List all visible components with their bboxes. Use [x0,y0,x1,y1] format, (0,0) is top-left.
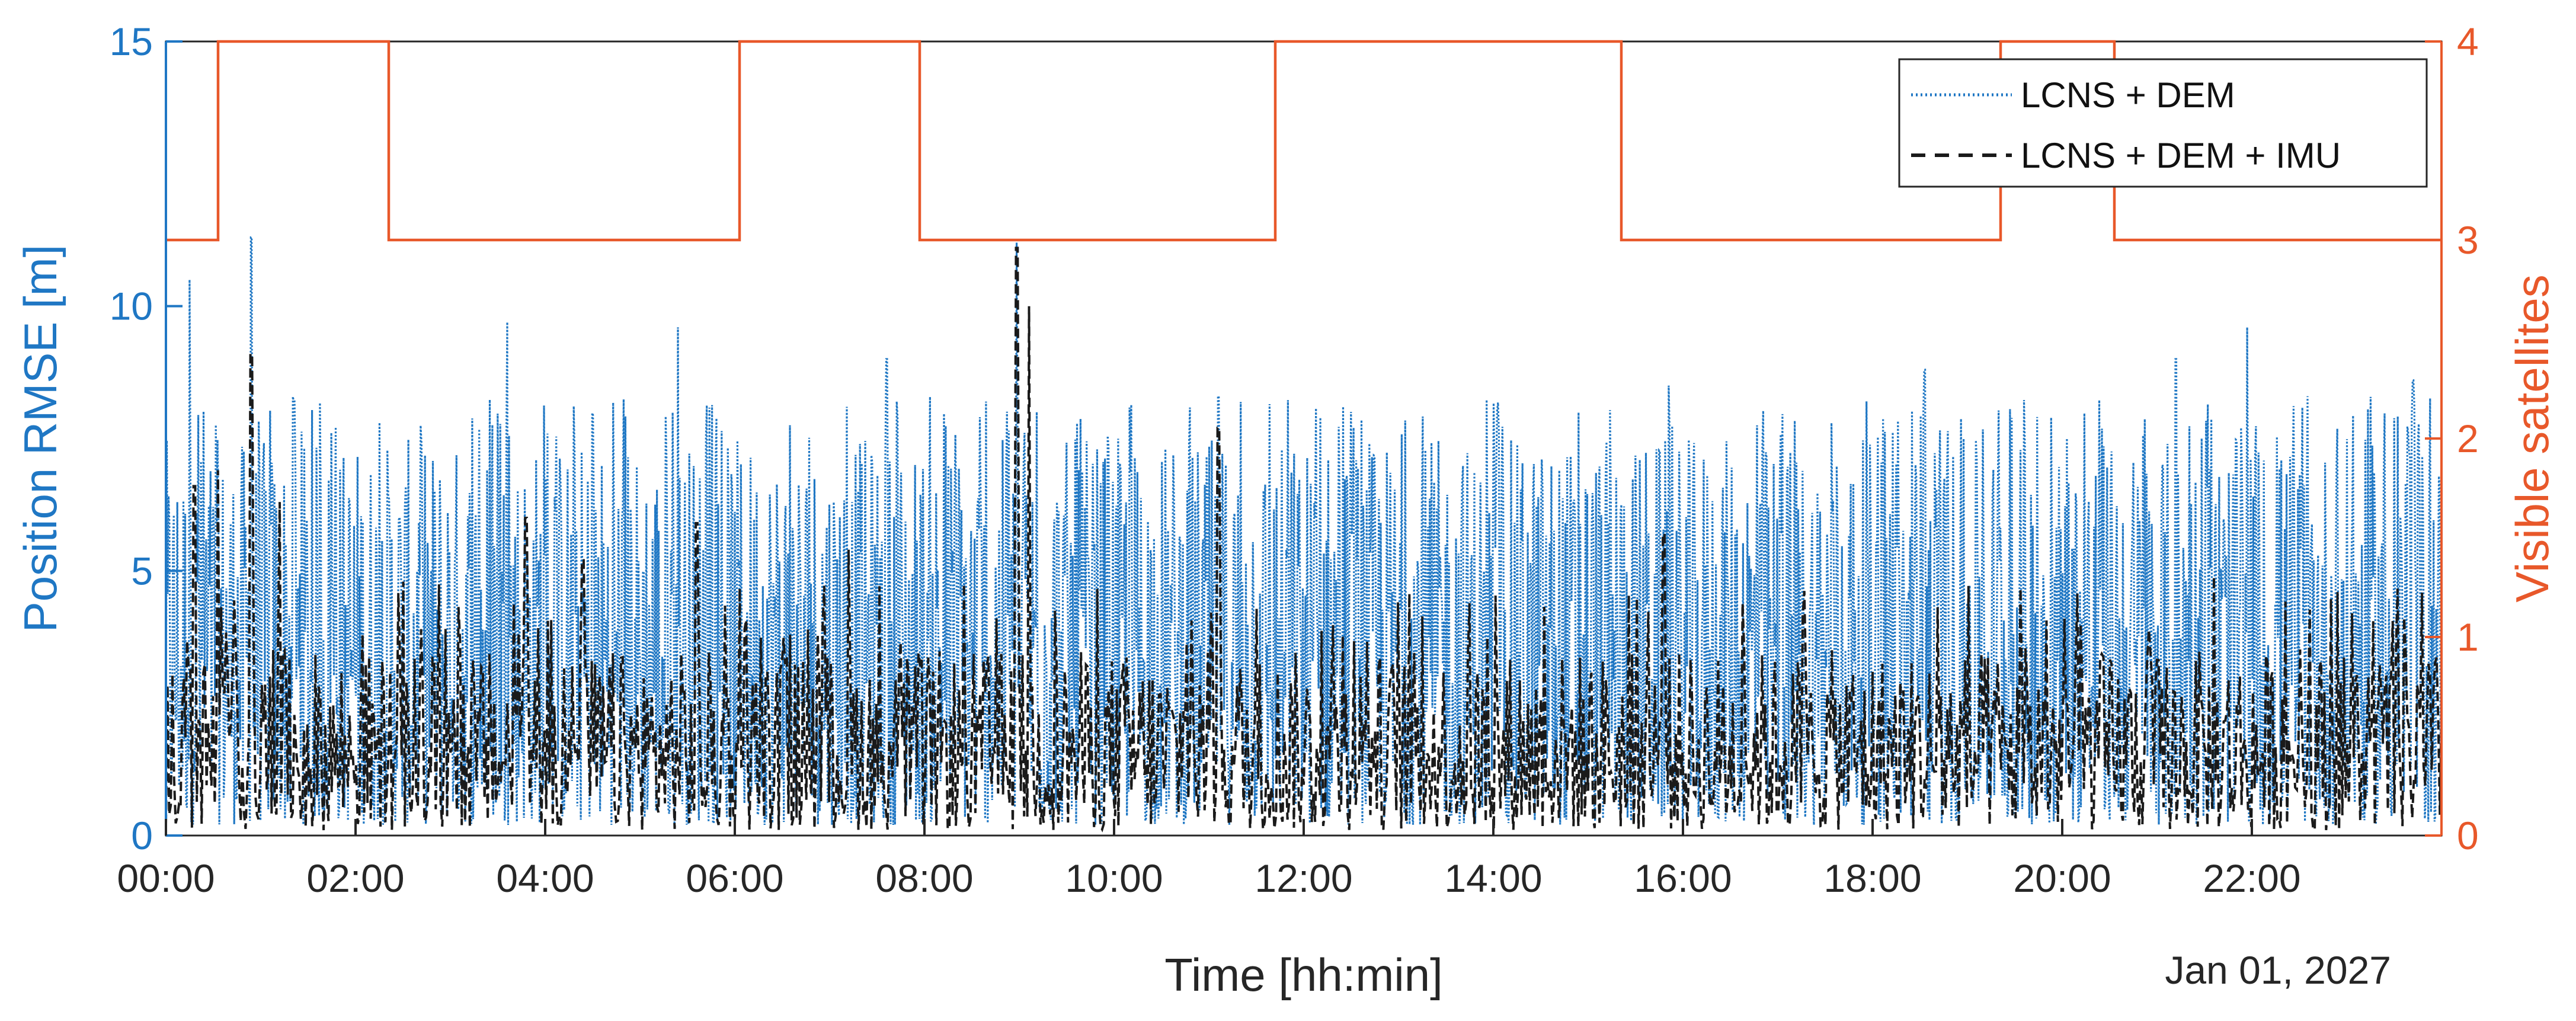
left-tick-label: 15 [110,20,153,63]
x-tick-label: 00:00 [117,856,215,900]
legend-label-lcns-dem: LCNS + DEM [2021,75,2235,115]
x-tick-label: 02:00 [306,856,404,900]
series-visible-satellites [166,40,2441,242]
legend-label-lcns-dem-imu: LCNS + DEM + IMU [2021,136,2341,175]
right-tick-label: 4 [2457,20,2479,63]
right-axis-label: Visible satellites [2506,274,2558,603]
x-tick-label: 08:00 [875,856,973,900]
left-tick-label: 0 [131,814,153,857]
series-lcns-dem-imu [165,247,2443,834]
x-tick-label: 10:00 [1065,856,1163,900]
x-tick-label: 18:00 [1823,856,1921,900]
right-tick-label: 3 [2457,218,2479,262]
x-tick-label: 16:00 [1634,856,1732,900]
legend: LCNS + DEM LCNS + DEM + IMU [1898,58,2428,188]
x-axis-label: Time [hh:min] [1164,949,1443,1001]
line-lcns-dem [165,236,2443,825]
left-tick-label: 10 [110,284,153,328]
right-tick-label: 2 [2457,417,2479,460]
right-tick-label: 0 [2457,814,2479,857]
x-tick-label: 04:00 [496,856,594,900]
date-label: Jan 01, 2027 [2165,948,2391,992]
right-axis: 0 1 2 3 4 [2425,20,2479,857]
series-lcns-dem [165,236,2443,825]
x-tick-label: 12:00 [1255,856,1352,900]
x-tick-label: 22:00 [2203,856,2300,900]
left-axis: 0 5 10 15 [110,20,183,857]
left-axis-label: Position RMSE [m] [14,245,66,633]
right-tick-label: 1 [2457,615,2479,659]
x-tick-label: 14:00 [1444,856,1542,900]
x-tick-label: 20:00 [2013,856,2111,900]
legend-box [1898,58,2428,188]
left-tick-label: 5 [131,549,153,593]
line-lcns-dem-imu [165,247,2443,834]
x-axis: 00:00 02:00 04:00 06:00 08:00 10:00 12:00 14:00… [117,819,2301,900]
x-tick-label: 06:00 [686,856,783,900]
line-visible-satellites [166,40,2441,242]
